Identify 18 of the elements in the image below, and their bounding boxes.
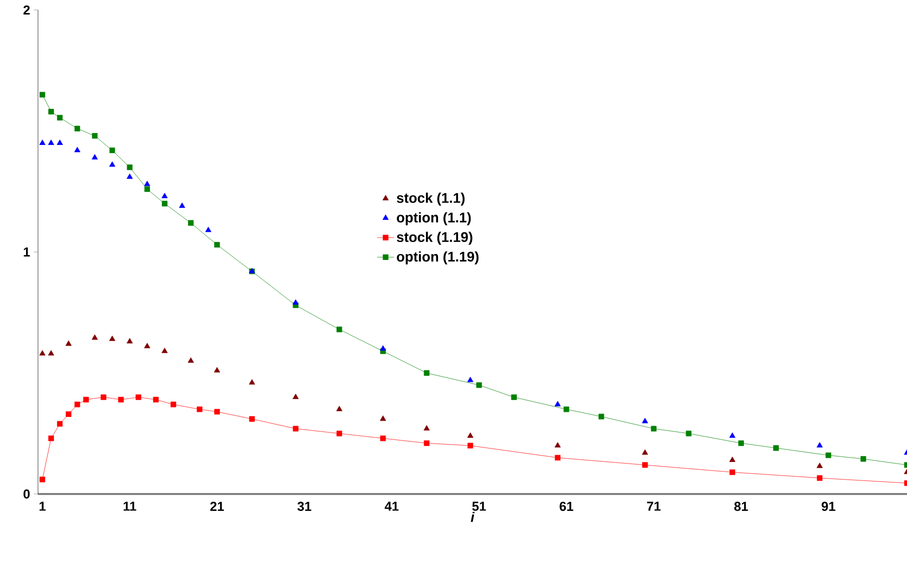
x-tick-label: 71 [647,502,661,511]
x-tick-label: 31 [297,502,312,511]
x-axis-title: i [470,512,475,522]
legend-label: option (1.19) [396,251,479,264]
x-tick-label: 21 [210,502,224,511]
x-tick-label: 41 [384,502,399,511]
legend-label: option (1.1) [396,212,471,226]
legend-label: stock (1.19) [396,232,472,245]
x-tick-label: 51 [472,502,486,511]
legend-label: stock (1.1) [396,192,465,206]
y-tick-label: 0 [24,489,30,499]
x-tick-label: 1 [40,502,46,511]
y-tick-label: 1 [24,248,30,256]
x-tick-label: 61 [560,502,574,511]
y-tick-label: 2 [23,5,30,15]
x-tick-label: 11 [124,502,136,511]
x-tick-label: 91 [822,502,836,511]
x-tick-label: 81 [734,502,748,511]
